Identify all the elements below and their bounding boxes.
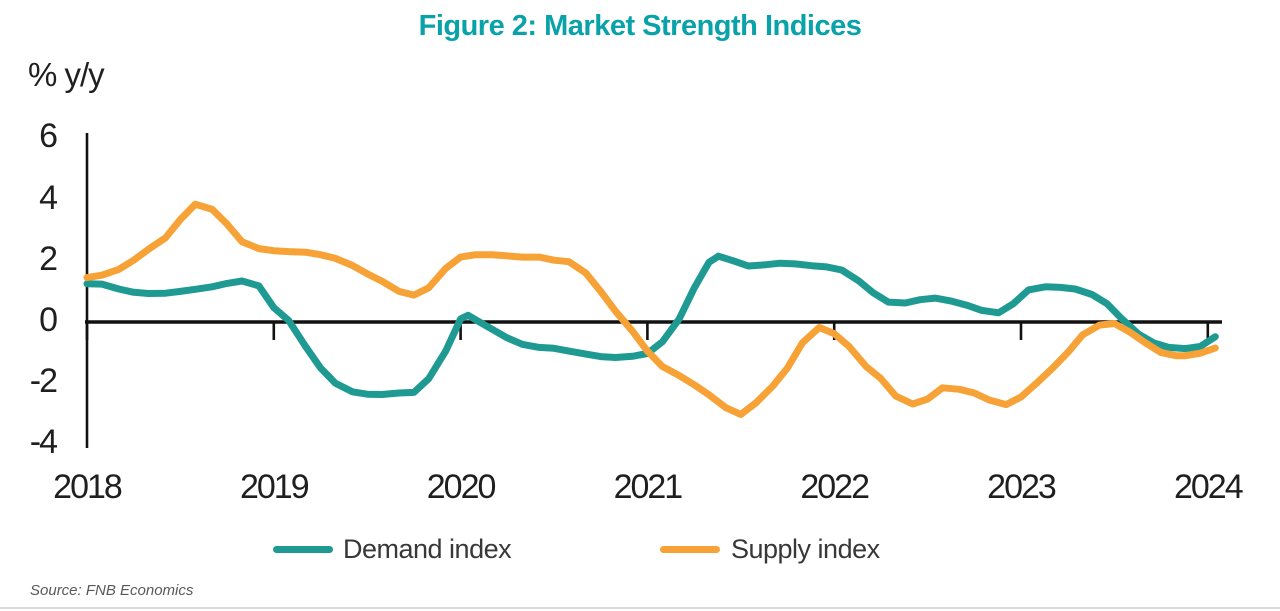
chart-title: Figure 2: Market Strength Indices [418, 10, 862, 42]
x-axis-tick-label: 2024 [1173, 468, 1244, 506]
x-axis-tick-label: 2019 [239, 468, 310, 506]
demand-legend-swatch [273, 546, 333, 553]
supply-index-line [83, 200, 1219, 418]
demand-index-line [83, 252, 1219, 398]
y-axis-tick-label: 2 [39, 239, 58, 278]
x-axis-tick-label: 2023 [987, 468, 1057, 506]
supply-legend-label: Supply index [731, 534, 880, 564]
y-axis-tick-label: 6 [39, 117, 58, 156]
supply-legend-swatch [660, 546, 720, 553]
x-axis-tick-label: 2018 [53, 468, 123, 506]
y-axis-tick-label: 0 [39, 300, 58, 339]
source-note: Source: FNB Economics [30, 582, 194, 599]
y-axis-tick-label: 4 [39, 178, 58, 217]
y-axis-tick-label: -4 [29, 423, 58, 462]
y-axis-unit-label: % y/y [28, 56, 105, 93]
x-axis-tick-label: 2020 [426, 468, 497, 506]
demand-legend-label: Demand index [343, 534, 512, 564]
x-axis-tick-label: 2021 [613, 468, 684, 506]
bottom-divider [0, 607, 1280, 609]
y-axis-tick-label: -2 [29, 362, 58, 401]
x-axis-tick-label: 2022 [800, 468, 870, 506]
